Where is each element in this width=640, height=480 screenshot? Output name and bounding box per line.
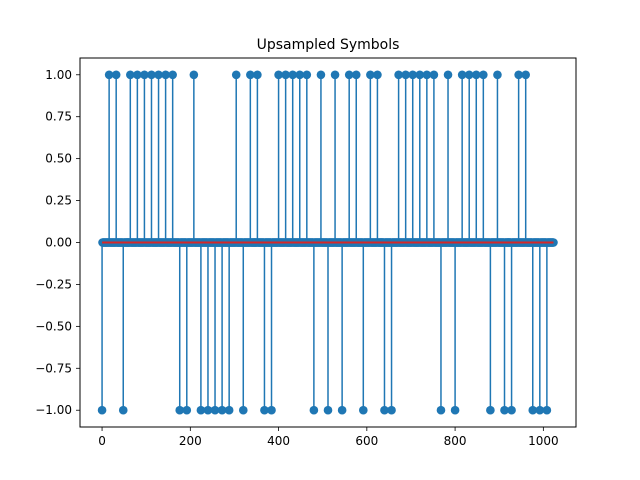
stem-marker: [351, 70, 361, 80]
stem-marker: [104, 70, 114, 80]
stem-marker: [288, 70, 297, 80]
stem-marker: [126, 70, 135, 80]
stem-marker: [366, 70, 375, 80]
stem-marker: [415, 70, 425, 80]
stem-marker: [210, 405, 220, 415]
stem-marker: [493, 70, 502, 80]
stem-marker: [203, 405, 213, 415]
stem-marker: [528, 405, 538, 415]
stem-marker: [450, 405, 460, 415]
y-tick-label: 0.00: [45, 236, 72, 250]
y-tick-label: −1.00: [35, 403, 72, 417]
stem-marker: [274, 70, 283, 80]
x-tick-label: 200: [179, 434, 202, 448]
y-tick-label: 0.50: [45, 152, 72, 166]
stem-marker: [521, 70, 530, 80]
y-tick-label: −0.50: [35, 319, 72, 333]
stem-marker: [373, 70, 382, 80]
stem-marker: [260, 405, 269, 415]
stem-marker: [535, 405, 545, 415]
stem-marker: [344, 70, 354, 80]
stem-marker: [295, 70, 305, 80]
stem-marker: [267, 405, 276, 415]
stem-marker: [97, 405, 107, 415]
stem-marker: [471, 70, 481, 80]
stem-marker: [175, 405, 185, 415]
y-tick-label: 0.25: [45, 194, 72, 208]
stem-marker: [387, 405, 396, 415]
stem-marker: [231, 70, 241, 80]
stem-marker: [330, 70, 340, 80]
stem-marker: [154, 70, 163, 80]
y-tick-label: 1.00: [45, 68, 72, 82]
stem-marker: [500, 405, 509, 415]
stem-marker: [189, 70, 199, 80]
y-tick-label: −0.25: [35, 277, 72, 291]
stem-series: [101, 74, 548, 411]
stem-marker: [281, 70, 290, 80]
stem-marker: [323, 405, 333, 415]
stem-marker: [443, 70, 453, 80]
stem-marker: [147, 70, 156, 80]
stem-marker: [168, 70, 177, 80]
stem-marker: [224, 405, 234, 415]
stem-marker: [246, 70, 255, 80]
chart-title: Upsampled Symbols: [257, 37, 400, 53]
stem-marker: [140, 70, 149, 80]
x-tick-label: 0: [98, 434, 106, 448]
stem-marker: [457, 70, 467, 80]
stem-marker: [429, 70, 439, 80]
stem-marker: [253, 70, 262, 80]
stem-marker: [542, 405, 552, 415]
stem-marker: [408, 70, 418, 80]
x-tick-label: 600: [355, 434, 378, 448]
y-tick-label: 0.75: [45, 110, 72, 124]
stem-marker: [309, 405, 319, 415]
stem-marker: [380, 405, 389, 415]
stem-marker: [316, 70, 326, 80]
stem-marker: [111, 70, 121, 80]
stem-marker: [401, 70, 410, 80]
stem-marker: [161, 70, 170, 80]
stem-marker: [238, 405, 248, 415]
stem-marker: [337, 405, 347, 415]
stem-marker: [514, 70, 523, 80]
stem-marker: [133, 70, 142, 80]
stem-marker: [182, 405, 192, 415]
y-axis: −1.00 −0.75 −0.50 −0.25 0.00 0.25 0.50 0.75 1.00: [35, 68, 80, 417]
stem-marker: [302, 70, 312, 80]
stem-marker: [479, 70, 488, 80]
stem-marker: [507, 405, 516, 415]
stem-marker: [118, 405, 128, 415]
stem-marker: [217, 405, 227, 415]
stem-marker: [359, 405, 368, 415]
stem-marker: [464, 70, 474, 80]
x-tick-label: 400: [267, 434, 290, 448]
stem-marker: [394, 70, 403, 80]
x-axis: 0 200 400 600 800 1000: [98, 427, 559, 448]
x-tick-label: 800: [444, 434, 467, 448]
y-tick-label: −0.75: [35, 361, 72, 375]
stem-marker: [422, 70, 432, 80]
x-tick-label: 1000: [528, 434, 559, 448]
stem-marker: [486, 405, 495, 415]
stem-marker: [436, 405, 446, 415]
stem-marker: [196, 405, 206, 415]
